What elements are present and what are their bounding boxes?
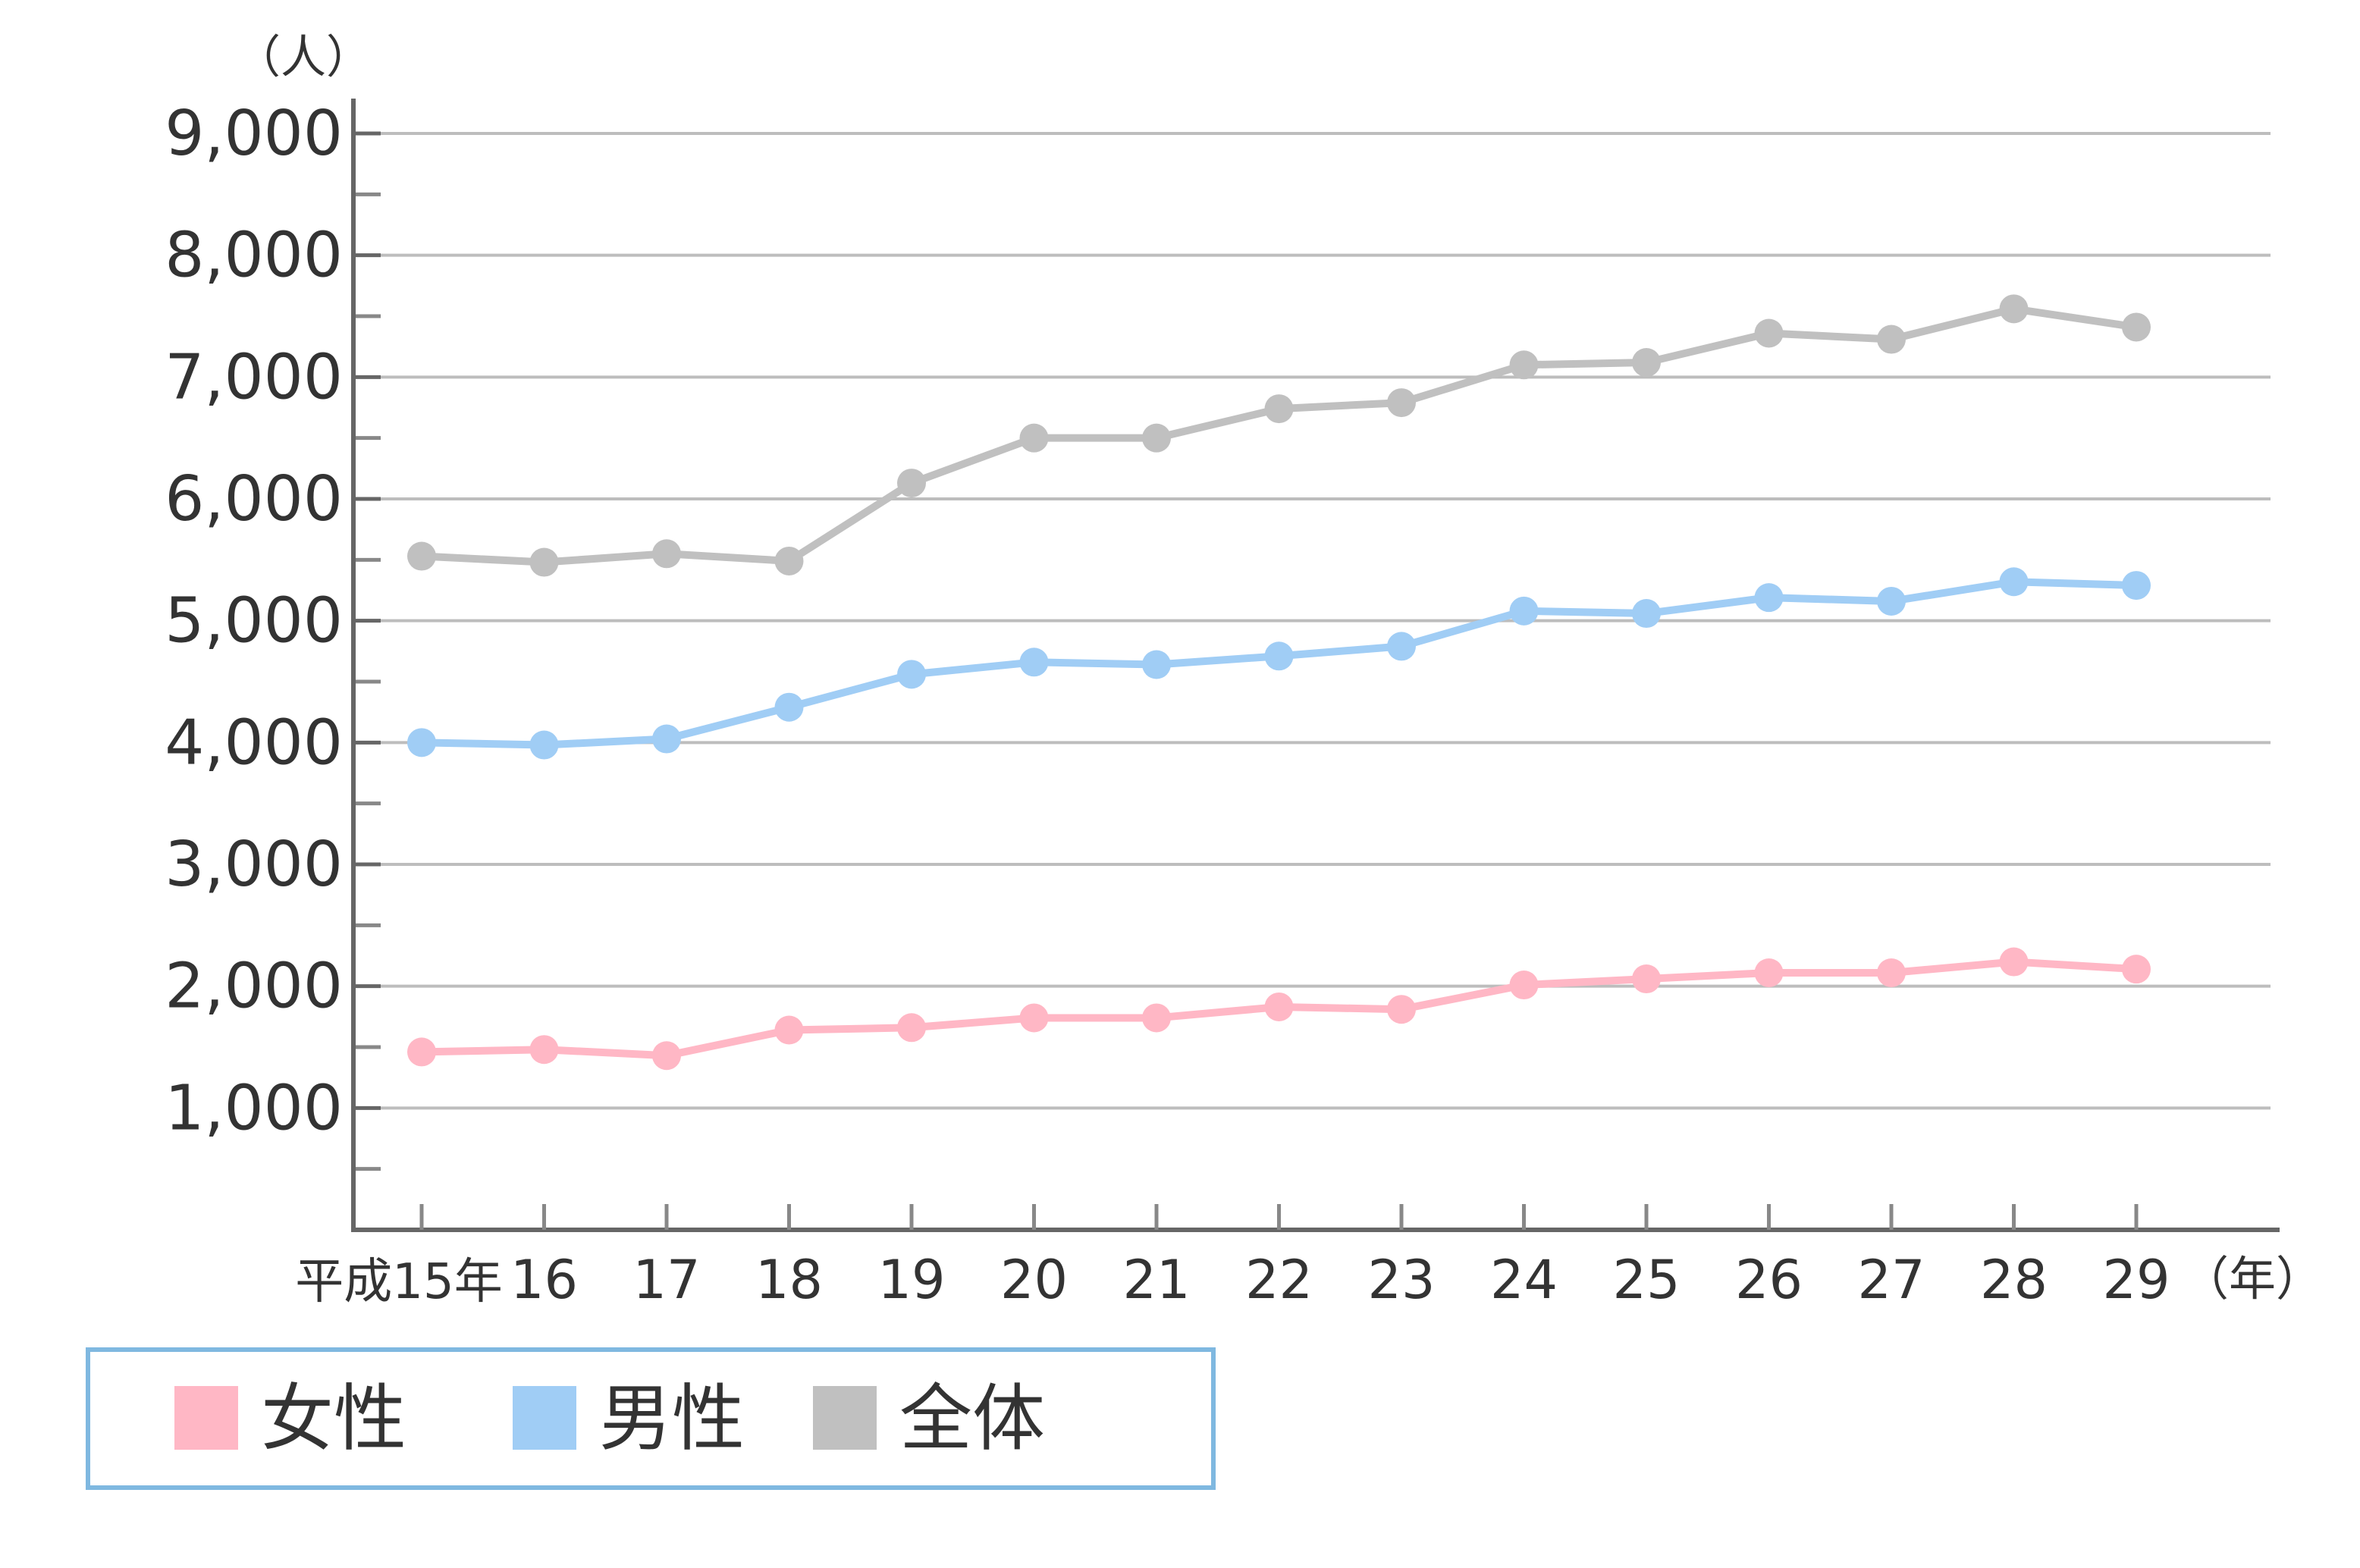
legend-swatch bbox=[813, 1386, 877, 1450]
data-point bbox=[529, 1035, 559, 1065]
legend-label: 全体 bbox=[899, 1376, 1045, 1461]
x-tick-label: 24 bbox=[1490, 1249, 1558, 1311]
y-tick-label: 9,000 bbox=[165, 98, 343, 170]
data-point bbox=[2122, 312, 2151, 342]
data-point bbox=[1754, 318, 1784, 348]
y-tick-label: 5,000 bbox=[165, 585, 343, 657]
data-point bbox=[1632, 348, 1661, 378]
x-axis-unit-label: （年） bbox=[2182, 1251, 2323, 1306]
data-point bbox=[652, 724, 681, 754]
data-point bbox=[1019, 648, 1049, 677]
data-point bbox=[1387, 388, 1416, 418]
data-point bbox=[897, 660, 926, 689]
legend: 女性 男性 全体 bbox=[86, 1347, 1216, 1490]
data-point bbox=[1019, 1003, 1049, 1033]
y-tick-label: 3,000 bbox=[165, 829, 343, 901]
data-point bbox=[2122, 955, 2151, 984]
x-tick-label: 29 bbox=[2102, 1249, 2170, 1311]
legend-swatch bbox=[513, 1386, 576, 1450]
y-tick-label: 6,000 bbox=[165, 463, 343, 535]
series-lines bbox=[407, 294, 2151, 1071]
tick-labels: 1,000 2,000 3,000 4,000 5,000 6,000 7,000 8,000… bbox=[165, 98, 2170, 1311]
x-tick-label: 21 bbox=[1122, 1249, 1190, 1311]
legend-label: 女性 bbox=[261, 1376, 406, 1461]
x-tick-label: 27 bbox=[1857, 1249, 1925, 1311]
y-axis-unit-label: （人） bbox=[235, 31, 372, 84]
data-point bbox=[1264, 641, 1294, 671]
data-point bbox=[1142, 423, 1171, 453]
data-point bbox=[407, 728, 436, 757]
data-point bbox=[1999, 294, 2029, 324]
y-tick-label: 2,000 bbox=[165, 951, 343, 1023]
data-point bbox=[652, 1041, 681, 1071]
data-point bbox=[897, 469, 926, 498]
data-point bbox=[1877, 958, 1906, 987]
data-point bbox=[1754, 958, 1784, 987]
x-tick-label: 23 bbox=[1367, 1249, 1435, 1311]
x-tick-label: 20 bbox=[1000, 1249, 1068, 1311]
y-tick-label: 1,000 bbox=[165, 1072, 343, 1144]
data-point bbox=[2122, 571, 2151, 601]
data-point bbox=[1999, 947, 2029, 977]
data-point bbox=[529, 547, 559, 577]
x-tick-label: 17 bbox=[632, 1249, 700, 1311]
data-point bbox=[1632, 964, 1661, 994]
data-point bbox=[1509, 971, 1539, 1000]
data-point bbox=[774, 1015, 804, 1045]
axes bbox=[351, 99, 2280, 1232]
x-tick-label: 平成15年 bbox=[295, 1254, 502, 1310]
data-point bbox=[1754, 583, 1784, 613]
data-point bbox=[1142, 1003, 1171, 1033]
data-point bbox=[1509, 596, 1539, 626]
data-point bbox=[774, 546, 804, 575]
data-point bbox=[1632, 599, 1661, 629]
data-point bbox=[897, 1013, 926, 1043]
data-point bbox=[1387, 632, 1416, 661]
x-tick-label: 28 bbox=[1980, 1249, 2048, 1311]
data-point bbox=[1877, 325, 1906, 354]
data-point bbox=[774, 692, 804, 722]
data-point bbox=[529, 730, 559, 760]
data-point bbox=[1509, 350, 1539, 380]
data-point bbox=[1999, 567, 2029, 597]
x-tick-label: 18 bbox=[755, 1249, 823, 1311]
y-tick-label: 4,000 bbox=[165, 707, 343, 779]
x-tick-label: 25 bbox=[1612, 1249, 1680, 1311]
y-tick-label: 7,000 bbox=[165, 341, 343, 413]
data-point bbox=[1877, 586, 1906, 616]
data-point bbox=[1264, 394, 1294, 424]
legend-label: 男性 bbox=[599, 1376, 745, 1461]
data-point bbox=[407, 541, 436, 571]
x-tick-label: 19 bbox=[877, 1249, 945, 1311]
y-tick-label: 8,000 bbox=[165, 220, 343, 292]
data-point bbox=[1142, 650, 1171, 679]
legend-swatch bbox=[174, 1386, 238, 1450]
data-point bbox=[1019, 423, 1049, 453]
data-point bbox=[1387, 995, 1416, 1024]
x-tick-label: 16 bbox=[510, 1249, 578, 1311]
data-point bbox=[1264, 992, 1294, 1021]
x-tick-label: 26 bbox=[1735, 1249, 1803, 1311]
data-point bbox=[407, 1037, 436, 1067]
legend-box bbox=[86, 1347, 1216, 1490]
data-point bbox=[652, 539, 681, 569]
x-tick-label: 22 bbox=[1245, 1249, 1313, 1311]
